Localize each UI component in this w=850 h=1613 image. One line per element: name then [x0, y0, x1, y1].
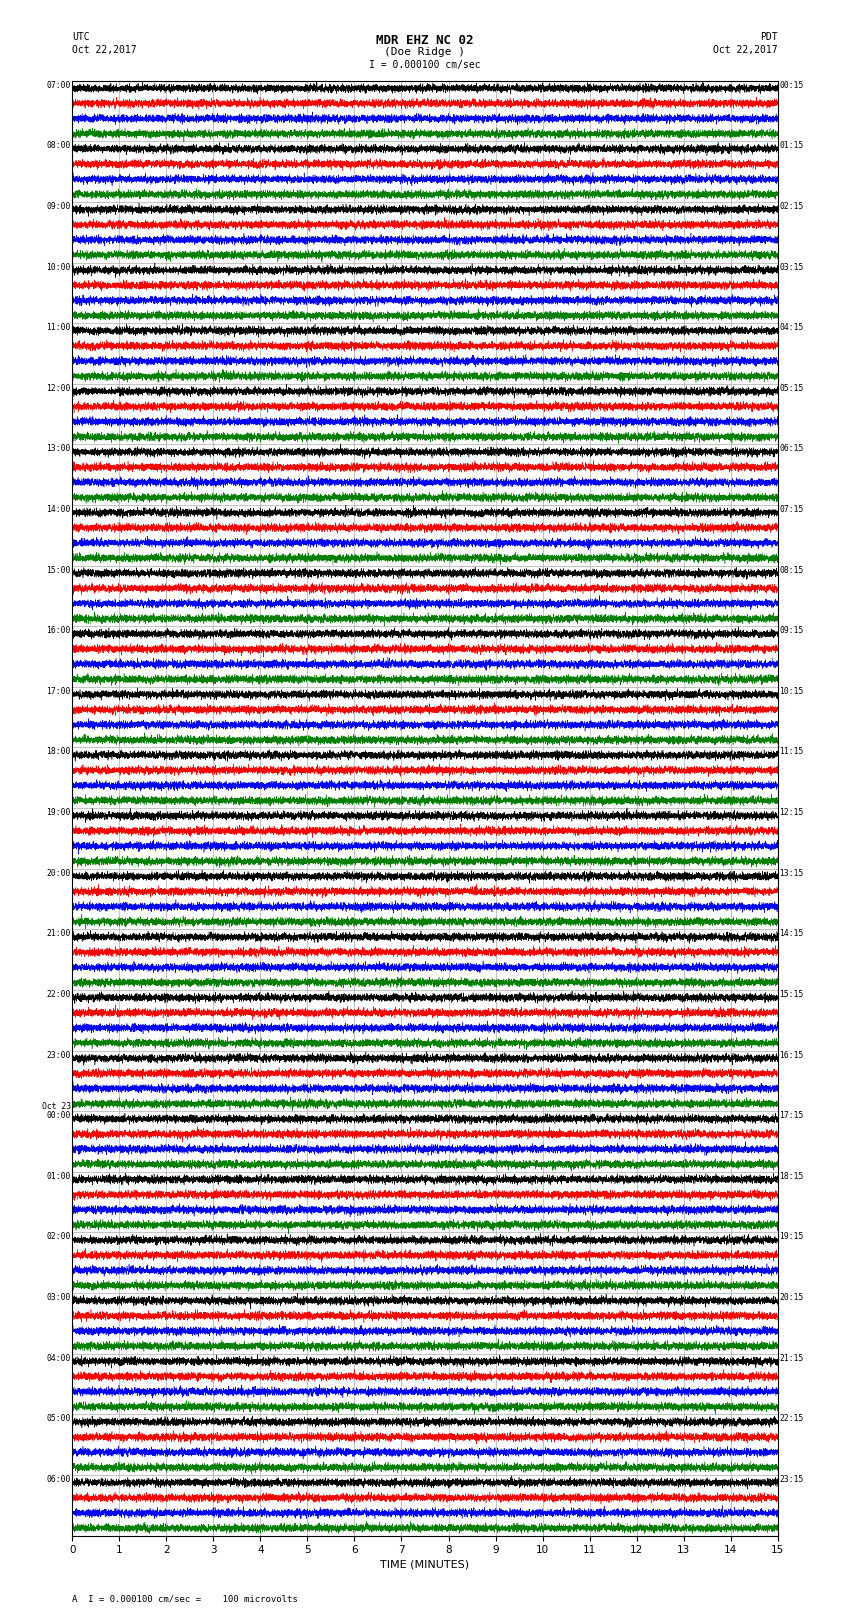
Text: 15:15: 15:15: [779, 990, 803, 998]
Text: 03:15: 03:15: [779, 263, 803, 271]
Text: 03:00: 03:00: [47, 1294, 71, 1302]
Text: 21:15: 21:15: [779, 1353, 803, 1363]
Text: 17:15: 17:15: [779, 1111, 803, 1119]
Text: 19:15: 19:15: [779, 1232, 803, 1242]
Text: Oct 22,2017: Oct 22,2017: [713, 45, 778, 55]
Text: 17:00: 17:00: [47, 687, 71, 695]
Text: I = 0.000100 cm/sec: I = 0.000100 cm/sec: [369, 60, 481, 69]
Text: 13:00: 13:00: [47, 444, 71, 453]
Text: 06:00: 06:00: [47, 1474, 71, 1484]
Text: 11:00: 11:00: [47, 323, 71, 332]
Text: 16:00: 16:00: [47, 626, 71, 636]
Text: 11:15: 11:15: [779, 747, 803, 756]
Text: UTC: UTC: [72, 32, 90, 42]
Text: 20:15: 20:15: [779, 1294, 803, 1302]
Text: MDR EHZ NC 02: MDR EHZ NC 02: [377, 34, 473, 47]
Text: 13:15: 13:15: [779, 869, 803, 877]
Text: 02:15: 02:15: [779, 202, 803, 211]
Text: Oct 23: Oct 23: [42, 1102, 71, 1111]
Text: 09:15: 09:15: [779, 626, 803, 636]
Text: 08:00: 08:00: [47, 142, 71, 150]
Text: 01:15: 01:15: [779, 142, 803, 150]
Text: 23:00: 23:00: [47, 1050, 71, 1060]
Text: 22:00: 22:00: [47, 990, 71, 998]
Text: 18:15: 18:15: [779, 1171, 803, 1181]
Text: 16:15: 16:15: [779, 1050, 803, 1060]
Text: 23:15: 23:15: [779, 1474, 803, 1484]
Text: 08:15: 08:15: [779, 566, 803, 574]
Text: A  I = 0.000100 cm/sec =    100 microvolts: A I = 0.000100 cm/sec = 100 microvolts: [72, 1594, 298, 1603]
Text: 18:00: 18:00: [47, 747, 71, 756]
X-axis label: TIME (MINUTES): TIME (MINUTES): [381, 1560, 469, 1569]
Text: 15:00: 15:00: [47, 566, 71, 574]
Text: 10:15: 10:15: [779, 687, 803, 695]
Text: 12:15: 12:15: [779, 808, 803, 818]
Text: 07:00: 07:00: [47, 81, 71, 90]
Text: Oct 22,2017: Oct 22,2017: [72, 45, 137, 55]
Text: 20:00: 20:00: [47, 869, 71, 877]
Text: 05:00: 05:00: [47, 1415, 71, 1423]
Text: 06:15: 06:15: [779, 444, 803, 453]
Text: 22:15: 22:15: [779, 1415, 803, 1423]
Text: 05:15: 05:15: [779, 384, 803, 392]
Text: 00:00: 00:00: [47, 1111, 71, 1119]
Text: 04:00: 04:00: [47, 1353, 71, 1363]
Text: 14:00: 14:00: [47, 505, 71, 515]
Text: 10:00: 10:00: [47, 263, 71, 271]
Text: 02:00: 02:00: [47, 1232, 71, 1242]
Text: 00:15: 00:15: [779, 81, 803, 90]
Text: PDT: PDT: [760, 32, 778, 42]
Text: 09:00: 09:00: [47, 202, 71, 211]
Text: 19:00: 19:00: [47, 808, 71, 818]
Text: 07:15: 07:15: [779, 505, 803, 515]
Text: 12:00: 12:00: [47, 384, 71, 392]
Text: 01:00: 01:00: [47, 1171, 71, 1181]
Text: (Doe Ridge ): (Doe Ridge ): [384, 47, 466, 56]
Text: 21:00: 21:00: [47, 929, 71, 939]
Text: 14:15: 14:15: [779, 929, 803, 939]
Text: 04:15: 04:15: [779, 323, 803, 332]
